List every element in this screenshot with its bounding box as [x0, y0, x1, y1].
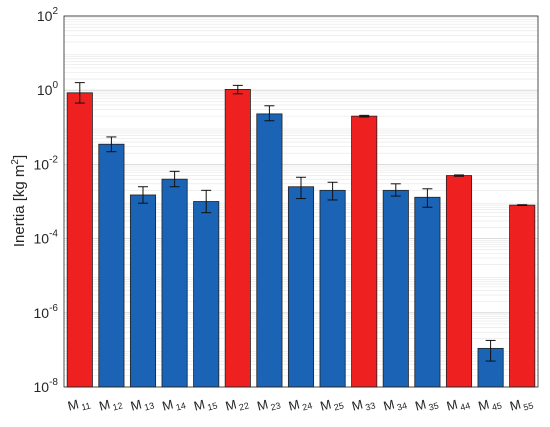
x-tick-label: M24 — [287, 394, 313, 416]
y-axis-label-close: ] — [11, 155, 28, 159]
x-tick-main: M — [350, 396, 364, 413]
x-tick-sub: 24 — [301, 400, 313, 412]
y-tick-exponent: 2 — [52, 6, 58, 17]
x-tick-main: M — [192, 396, 206, 413]
bar — [319, 189, 346, 388]
x-tick-main: M — [287, 396, 301, 413]
bar — [256, 113, 283, 388]
x-tick-sub: 11 — [80, 400, 91, 412]
x-tick-label: M34 — [382, 394, 408, 416]
x-tick-label: M33 — [350, 394, 376, 416]
x-tick-label: M22 — [224, 394, 250, 416]
x-tick-main: M — [161, 396, 175, 413]
plot-frame — [63, 15, 539, 388]
x-tick-main: M — [97, 396, 111, 413]
x-tick-label: M44 — [445, 394, 471, 416]
bar — [287, 186, 315, 388]
y-tick-label: 10-4 — [34, 229, 59, 247]
bar — [414, 196, 441, 388]
x-tick-sub: 12 — [112, 400, 124, 412]
y-axis-label: Inertia [kg m2] — [10, 155, 28, 247]
x-tick-sub: 15 — [206, 400, 218, 412]
y-tick-label: 100 — [37, 80, 59, 98]
x-tick-sub: 45 — [491, 400, 503, 412]
x-tick-label: M12 — [97, 394, 123, 416]
x-tick-main: M — [413, 396, 427, 413]
x-tick-label: M55 — [508, 394, 534, 416]
error-bars — [74, 82, 528, 362]
x-tick-main: M — [224, 396, 238, 413]
y-axis-label-text: Inertia [kg m — [11, 165, 28, 248]
x-tick-main: M — [319, 396, 333, 413]
y-tick-base: 10 — [37, 8, 53, 24]
y-tick-label: 10-2 — [34, 154, 59, 172]
y-tick-label: 102 — [37, 6, 59, 24]
x-tick-main: M — [477, 396, 491, 413]
y-tick-exponent: 0 — [52, 80, 58, 91]
x-tick-label: M13 — [129, 394, 155, 416]
x-tick-label: M35 — [413, 394, 439, 416]
bar — [193, 201, 220, 388]
x-tick-labels: M11 M12 M13 M14 M15 M22 M23 M24 M25 M33 M34 M35 M44 M… — [66, 394, 534, 416]
x-tick-sub: 25 — [333, 400, 345, 412]
bar — [98, 143, 125, 388]
x-tick-label: M15 — [192, 394, 218, 416]
y-tick-base: 10 — [34, 156, 50, 172]
bar — [129, 194, 157, 388]
bar — [351, 115, 378, 388]
y-tick-base: 10 — [37, 82, 53, 98]
x-tick-main: M — [129, 396, 143, 413]
y-tick-exponent: -8 — [49, 377, 58, 388]
x-tick-main: M — [66, 396, 80, 413]
bar — [224, 89, 251, 388]
x-tick-sub: 34 — [396, 400, 408, 412]
x-tick-sub: 55 — [522, 400, 534, 412]
y-axis-label-sup: 2 — [10, 159, 21, 165]
y-tick-exponent: -6 — [49, 303, 58, 314]
x-tick-label: M23 — [255, 394, 281, 416]
y-tick-label: 10-8 — [34, 377, 59, 395]
y-tick-exponent: -2 — [49, 154, 58, 165]
bar — [161, 178, 188, 388]
y-tick-label: 10-6 — [34, 303, 59, 321]
y-tick-base: 10 — [34, 379, 50, 395]
x-tick-sub: 23 — [270, 400, 282, 412]
x-tick-sub: 14 — [175, 400, 187, 412]
x-tick-main: M — [445, 396, 459, 413]
x-tick-label: M14 — [161, 394, 187, 416]
x-tick-sub: 13 — [143, 400, 155, 412]
y-tick-base: 10 — [34, 231, 50, 247]
bar — [382, 189, 409, 388]
x-tick-main: M — [382, 396, 396, 413]
x-tick-main: M — [255, 396, 269, 413]
x-tick-main: M — [508, 396, 522, 413]
bar — [509, 204, 536, 388]
x-tick-label: M11 — [66, 394, 92, 416]
x-tick-label: M25 — [319, 394, 345, 416]
y-tick-exponent: -4 — [49, 229, 58, 240]
x-tick-sub: 33 — [364, 400, 376, 412]
y-tick-base: 10 — [34, 305, 50, 321]
x-tick-sub: 22 — [238, 400, 250, 412]
bar — [445, 175, 473, 388]
bar — [66, 92, 93, 388]
x-tick-sub: 44 — [459, 400, 471, 412]
x-tick-label: M45 — [477, 394, 503, 416]
x-tick-sub: 35 — [428, 400, 440, 412]
